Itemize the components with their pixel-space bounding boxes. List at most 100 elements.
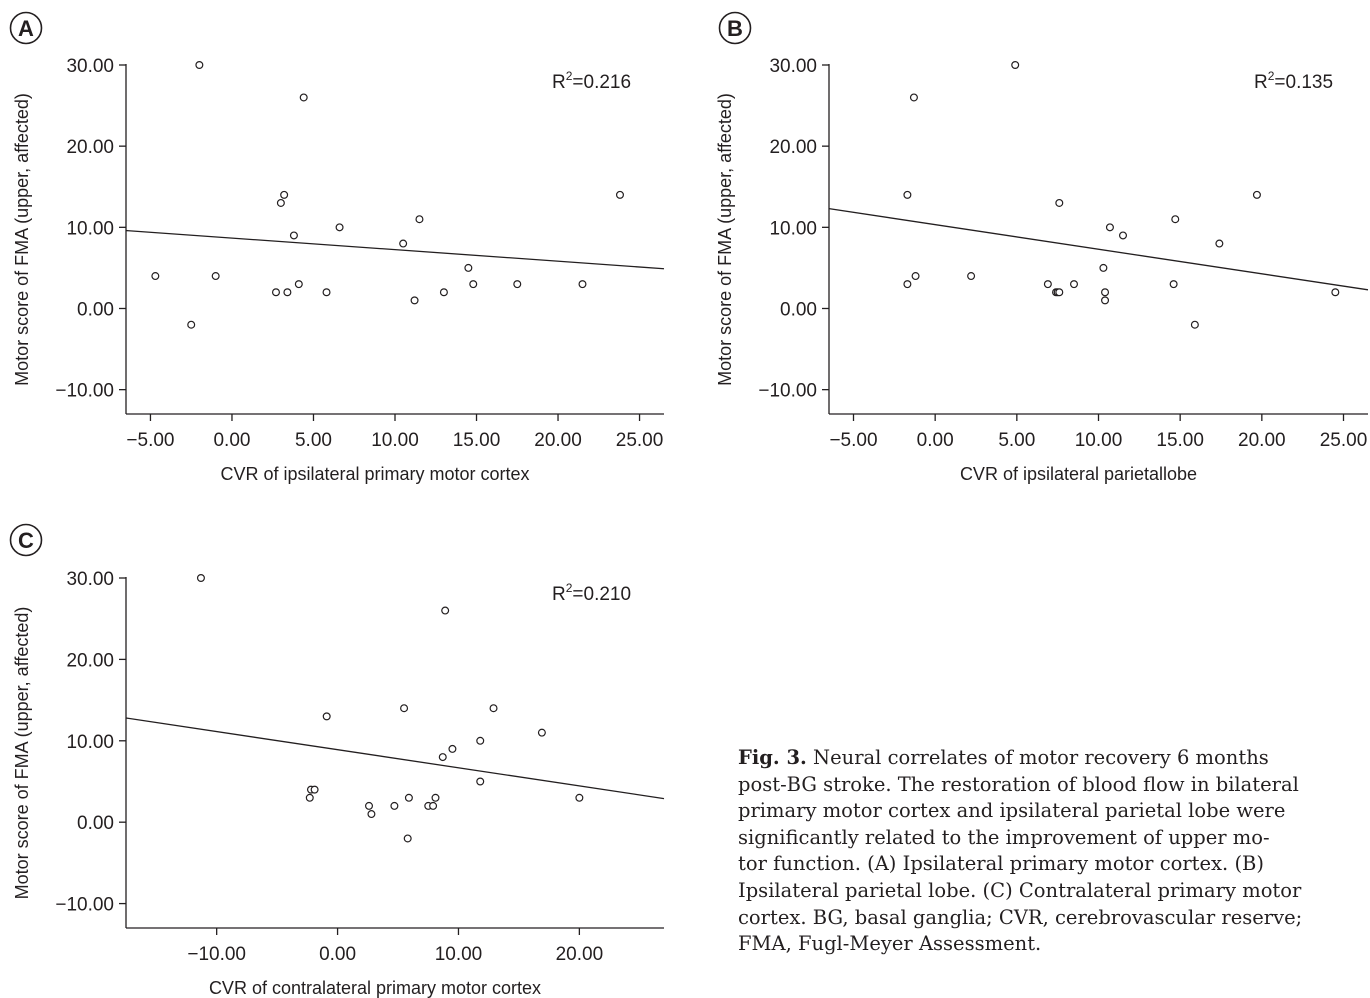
panel-a-fit-line (125, 229, 665, 270)
panel-b-x-tick-label: −5.00 (829, 430, 877, 451)
panel-a-x-tick-label: 25.00 (616, 430, 664, 451)
panel-a-data-point (283, 288, 292, 297)
panel-a-chart: A −10.00 0.00 10.00 20.00 30.00 −5.00 0.00 5.00 1… (9, 11, 665, 484)
panel-b-x-tick-label: 20.00 (1238, 430, 1286, 451)
panel-b-label-circle (718, 11, 752, 45)
panel-c-label: C (9, 523, 43, 557)
panel-c-data-point (400, 704, 409, 713)
panel-c-x-axis-title: CVR of contralateral primary motor corte… (209, 978, 541, 998)
panel-c-y-axis-title: Motor score of FMA (upper, affected) (12, 607, 32, 900)
panel-a-r-squared: R2=0.216 (552, 69, 631, 93)
panel-c-x-tick-label: 20.00 (556, 944, 604, 965)
panel-b-data-point (1099, 263, 1108, 272)
panel-c-data-point (476, 736, 485, 745)
panel-c-data-point (431, 793, 440, 802)
panel-a-data-point (335, 223, 344, 232)
panel-a-data-point (399, 239, 408, 248)
panel-a-data-point (299, 93, 308, 102)
panel-c-data-point (448, 744, 457, 753)
panel-a-data-point (615, 190, 624, 199)
panel-b-data-point (903, 280, 912, 289)
panel-c-data-point (390, 801, 399, 810)
panel-b-y-tick-label: 10.00 (769, 218, 817, 239)
panel-b-data-point (967, 272, 976, 281)
panel-a-data-point (271, 288, 280, 297)
panel-c-data-point (489, 704, 498, 713)
panel-a-x-tick-label: 0.00 (213, 430, 250, 451)
figure-caption: Fig. 3. Neural correlates of motor recov… (738, 745, 1370, 958)
panel-a-y-tick-label: 20.00 (66, 137, 114, 158)
panel-c-x-tick-label: 10.00 (435, 944, 483, 965)
panel-b-data-point (1105, 223, 1114, 232)
caption-text: Neural correlates of motor recovery 6 mo… (738, 746, 1303, 956)
panel-b-label-text: B (727, 16, 743, 41)
panel-a-x-tick-label: 5.00 (295, 430, 332, 451)
caption-label: Fig. 3. (738, 746, 807, 769)
panel-b-x-tick-label: 15.00 (1156, 430, 1204, 451)
panel-c-data-point (537, 728, 546, 737)
panel-a-y-tick-label: 30.00 (66, 56, 114, 77)
panel-c-x-tick-label: 0.00 (319, 944, 356, 965)
panel-b-data-point (1101, 288, 1110, 297)
panel-c-data-point (575, 793, 584, 802)
panel-b-y-tick-label: −10.00 (758, 381, 817, 402)
panel-a-data-point (289, 231, 298, 240)
panel-c-chart: C −10.00 0.00 10.00 20.00 30.00 −10.00 0.00 10.0… (9, 523, 665, 998)
panel-a-data-point (410, 296, 419, 305)
panel-b-chart: B −10.00 0.00 10.00 20.00 30.00 −5.00 0.00 5.00 1… (715, 11, 1369, 484)
panel-b-data-point (1055, 288, 1064, 297)
panel-a-data-point (280, 190, 289, 199)
panel-b-y-tick-label: 0.00 (780, 299, 817, 320)
panel-b-data-point (911, 272, 920, 281)
panel-a-x-tick-label: 10.00 (371, 430, 419, 451)
panel-b-fit-line (828, 208, 1369, 291)
panel-b-x-tick-label: 10.00 (1075, 430, 1123, 451)
panel-a-data-point (151, 272, 160, 281)
panel-b-x-tick-label: 5.00 (998, 430, 1035, 451)
panel-b-data-point (1190, 320, 1199, 329)
panel-c-data-point (403, 834, 412, 843)
panel-b-data-point (909, 93, 918, 102)
panel-a-x-axis-title: CVR of ipsilateral primary motor cortex (220, 464, 529, 484)
panel-b-y-axis-title: Motor score of FMA (upper, affected) (715, 93, 735, 386)
panel-b-data-point (1169, 280, 1178, 289)
panel-b-data-point (1215, 239, 1224, 248)
panel-b-data-point (1101, 296, 1110, 305)
panel-c-y-tick-label: 10.00 (66, 732, 114, 753)
panel-c-r-squared: R2=0.210 (552, 581, 631, 605)
panel-a-data-point (578, 280, 587, 289)
panel-c-y-tick-label: 30.00 (66, 569, 114, 590)
panel-a-label-text: A (18, 16, 34, 41)
panel-b-x-axis-title: CVR of ipsilateral parietallobe (960, 464, 1197, 484)
panel-b-y-tick-label: 30.00 (769, 56, 817, 77)
panel-c-fit-line (125, 717, 665, 800)
panel-c-data-point (429, 801, 438, 810)
panel-c-data-point (476, 777, 485, 786)
panel-c-data-point (305, 793, 314, 802)
panel-a-data-point (469, 280, 478, 289)
panel-a-data-point (322, 288, 331, 297)
panel-b-data-point (903, 190, 912, 199)
panel-b-r-squared: R2=0.135 (1254, 69, 1333, 93)
panel-c-x-tick-label: −10.00 (187, 944, 246, 965)
panel-c-data-point (196, 573, 205, 582)
panel-c-data-point (322, 712, 331, 721)
panel-b-data-point (1118, 231, 1127, 240)
panel-a-data-point (211, 272, 220, 281)
panel-a-data-point (513, 280, 522, 289)
panel-c-y-tick-label: 0.00 (77, 813, 114, 834)
panel-b-x-tick-label: 25.00 (1320, 430, 1368, 451)
panel-b-data-point (1171, 215, 1180, 224)
panel-b-data-point (1069, 280, 1078, 289)
panel-c-label-circle (9, 523, 43, 557)
panel-a-x-tick-label: 15.00 (453, 430, 501, 451)
panel-a-y-tick-label: −10.00 (55, 381, 114, 402)
panel-b-label: B (718, 11, 752, 45)
panel-c-data-point (367, 810, 376, 819)
panel-c-data-point (365, 801, 374, 810)
panel-c-data-point (438, 753, 447, 762)
panel-b-x-tick-label: 0.00 (917, 430, 954, 451)
panel-a-y-tick-label: 0.00 (77, 299, 114, 320)
panel-b-data-point (1055, 198, 1064, 207)
